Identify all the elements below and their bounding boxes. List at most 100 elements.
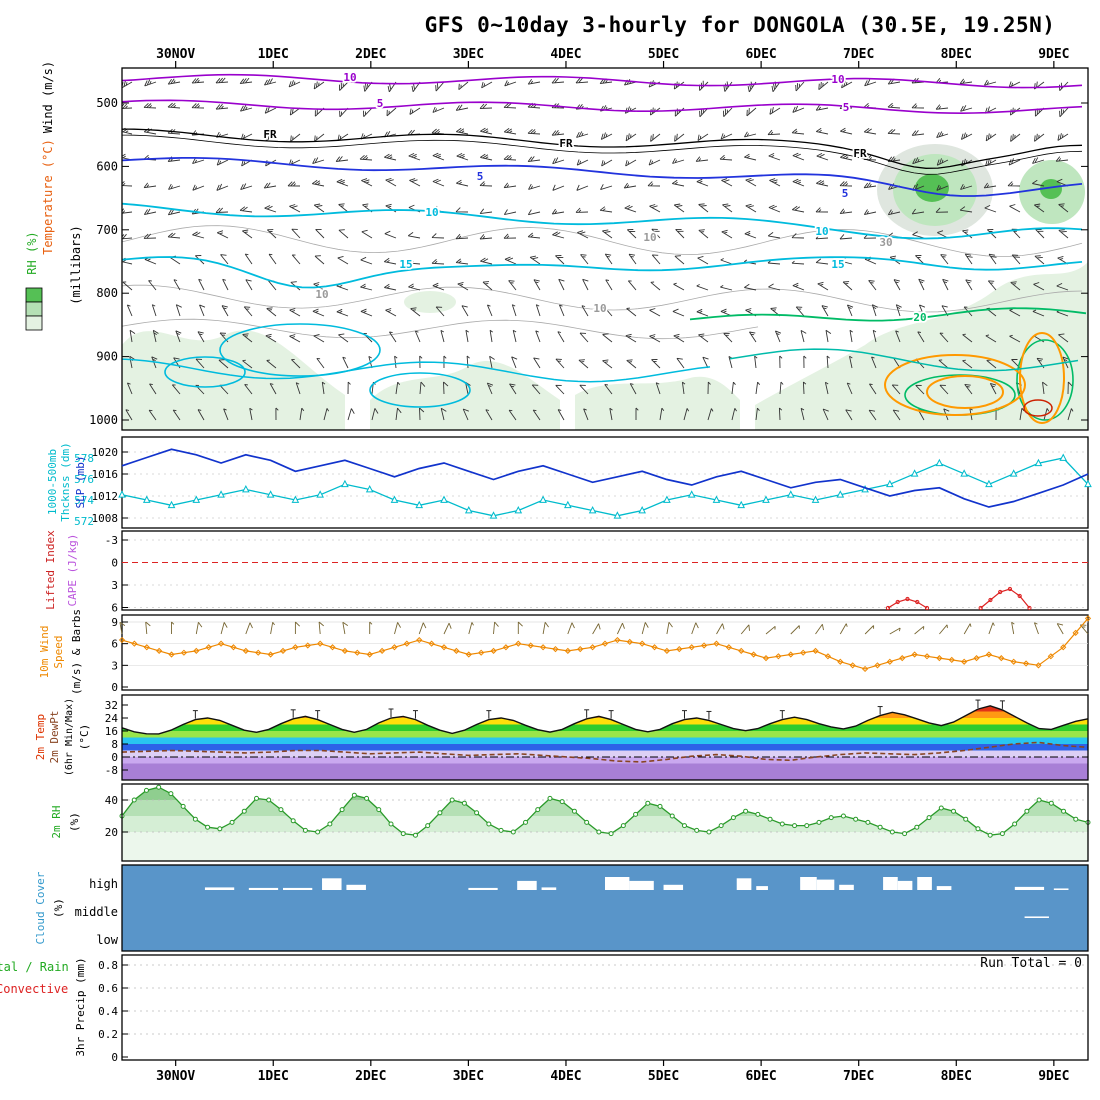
rh-marker xyxy=(633,811,639,817)
wind-barb xyxy=(673,333,685,343)
temp-band xyxy=(122,731,1088,738)
wind-barb xyxy=(942,278,949,291)
wind-barb xyxy=(243,306,253,317)
date-label: 3DEC xyxy=(453,47,484,62)
cape-marker xyxy=(988,597,993,603)
rh-marker xyxy=(486,821,492,827)
wind-barb xyxy=(673,282,685,291)
wind-barb xyxy=(408,152,421,161)
wind-barb xyxy=(629,383,637,395)
wind-barb xyxy=(655,382,661,395)
wind-barb xyxy=(395,381,401,395)
wind-barb xyxy=(552,157,565,165)
wind-barb xyxy=(1056,623,1064,635)
wind-marker xyxy=(366,651,373,658)
top-date-axis: 30NOV 1DEC 2DEC 3DEC 4DEC 5DEC 6DEC 7DEC 8DEC 9DE… xyxy=(156,47,1070,68)
rh-curve xyxy=(121,786,1089,836)
wind-barb xyxy=(557,331,565,343)
wind-barb xyxy=(681,381,686,395)
contour-label: 15 xyxy=(399,258,412,271)
wind-marker xyxy=(936,655,943,662)
wind10m-panel: 9 6 3 0 10m Wind Speed (m/s) & Barbs xyxy=(38,609,1092,695)
wind-barb xyxy=(1032,179,1045,187)
contour-label: 5 xyxy=(377,97,384,110)
wind-barb xyxy=(291,254,301,265)
wind-barb xyxy=(567,622,575,635)
wind-barb xyxy=(175,304,182,317)
cloud-bar xyxy=(883,877,898,890)
wind-barb xyxy=(672,308,685,317)
wind-marker xyxy=(824,653,832,660)
wind-barb xyxy=(936,158,949,166)
wind-marker xyxy=(725,644,732,651)
cape-marker xyxy=(1027,605,1032,611)
wind-barb xyxy=(625,333,637,343)
wind-barb xyxy=(432,106,445,113)
date-label: 30NOV xyxy=(156,1069,195,1084)
thickness-marker xyxy=(1084,479,1092,488)
cloud-cover-panel: high middle low Cloud Cover (%) xyxy=(34,864,1089,952)
wind-marker xyxy=(688,644,695,651)
wind-barb xyxy=(1058,203,1069,213)
cloud-bar xyxy=(322,878,342,890)
wind-barb xyxy=(625,133,637,142)
wind-barb xyxy=(822,408,829,421)
wind-barb xyxy=(839,234,853,240)
wind-barb xyxy=(511,356,518,369)
wind-barb xyxy=(745,203,757,213)
li-tick-label: 6 xyxy=(111,602,118,615)
cloud-bar xyxy=(736,878,752,890)
wind-barb xyxy=(815,258,829,265)
wind-barb xyxy=(389,331,397,343)
temp-contour xyxy=(164,356,246,388)
wind-barb xyxy=(512,329,517,343)
wind-barb xyxy=(485,409,493,421)
rh-marker xyxy=(364,795,370,801)
thickness-tick-label: 578 xyxy=(74,452,94,465)
wind-barb xyxy=(983,182,997,189)
wind-barb xyxy=(791,205,805,213)
wind-barb xyxy=(221,305,229,317)
thickness-marker xyxy=(365,485,374,493)
wind-barb xyxy=(887,128,901,135)
wind-barb xyxy=(795,306,805,317)
contour-label: 30 xyxy=(879,236,892,249)
wind-marker xyxy=(787,651,794,658)
wind-barb xyxy=(648,80,661,88)
wind-barb xyxy=(295,382,301,395)
wind-marker xyxy=(143,644,150,651)
wind-barb xyxy=(871,356,877,369)
thickness-marker xyxy=(836,490,845,498)
contour-label: 5 xyxy=(477,170,484,183)
rh-marker xyxy=(657,803,663,809)
temp-contour xyxy=(122,256,1083,289)
rh-marker xyxy=(681,823,687,829)
wind-barb xyxy=(579,332,589,343)
wind-barb xyxy=(314,255,325,265)
rh-marker xyxy=(963,816,969,822)
thickness-marker xyxy=(1034,458,1043,467)
wind-barb xyxy=(557,409,565,421)
wind-barb xyxy=(765,625,776,635)
temp-contour xyxy=(926,375,1004,409)
contour-label: 10 xyxy=(593,302,606,315)
wind-barb xyxy=(624,78,637,86)
wind-barb xyxy=(755,381,761,395)
wind-barb xyxy=(576,159,589,166)
wind-barb xyxy=(336,308,349,317)
cloud-bar xyxy=(1024,916,1049,918)
pressure-tick-label: 700 xyxy=(96,223,118,237)
rh-marker xyxy=(743,808,749,814)
wind-barb xyxy=(191,103,205,109)
wind-marker xyxy=(973,655,980,662)
wind-barb xyxy=(624,106,637,114)
wind-marker xyxy=(217,640,225,647)
temp-contour xyxy=(689,307,1087,322)
wind-barb xyxy=(287,181,301,187)
date-label: 9DEC xyxy=(1038,47,1069,62)
wind-barb xyxy=(824,381,829,395)
wind-barb xyxy=(889,627,901,635)
wind-barb xyxy=(504,256,517,265)
thickness-marker xyxy=(390,495,399,503)
thickness-marker xyxy=(142,495,151,503)
